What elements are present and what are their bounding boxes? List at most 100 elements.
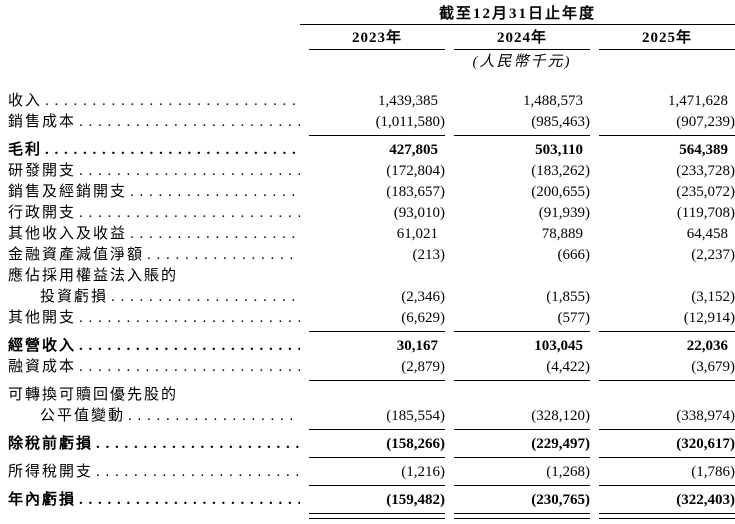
cell-value: (1,786) <box>599 462 735 486</box>
cell-value: 1,471,628 <box>668 93 728 109</box>
cell-value: 61,021 <box>396 226 438 242</box>
row-label-cell: 經營收入 <box>0 336 300 357</box>
table-header-period-row: 截至12月31日止年度 <box>0 4 735 25</box>
value-cell: 61,021 <box>300 224 445 245</box>
table-row: 收入 1,439,385 1,488,573 1,471,628 <box>0 91 735 112</box>
value-cell: (1,786) <box>590 462 735 486</box>
double-rule-line <box>599 516 735 519</box>
table-row: 其他開支 (6,629) (577) (12,914) <box>0 308 735 332</box>
cell-value: 22,036 <box>686 338 728 354</box>
value-cell: 1,488,573 <box>445 91 590 112</box>
cell-value: (158,266) <box>309 434 445 458</box>
row-label-cell: 其他開支 <box>0 308 300 332</box>
row-label-cell: 收入 <box>0 91 300 112</box>
table-row: 應佔採用權益法入賬的 <box>0 266 735 287</box>
row-label-cell: 行政開支 <box>0 203 300 224</box>
value-cell: (213) <box>300 245 446 266</box>
cell-value: (907,239) <box>599 112 735 136</box>
value-cell <box>590 266 735 287</box>
row-label: 其他開支 <box>8 310 77 326</box>
value-cell: (91,939) <box>445 203 590 224</box>
table-row: 銷售及經銷開支 (183,657) (200,655) (235,072) <box>0 182 735 203</box>
row-label-cell: 銷售及經銷開支 <box>0 182 300 203</box>
cell-value: (577) <box>454 308 590 332</box>
table-row: 毛利 427,805 503,110 564,389 <box>0 140 735 161</box>
cell-value: (666) <box>557 247 591 263</box>
value-cell: (93,010) <box>300 203 445 224</box>
cell-value: (93,010) <box>393 205 445 221</box>
dot-leader <box>128 406 300 427</box>
value-cell: (2,346) <box>300 287 445 308</box>
dot-leader <box>79 203 300 224</box>
row-label: 其他收入及收益 <box>8 226 128 242</box>
value-cell: 503,110 <box>445 140 590 161</box>
dot-leader <box>130 182 300 203</box>
row-label: 公平值變動 <box>40 408 126 424</box>
value-cell <box>590 385 735 406</box>
value-cell: (230,765) <box>445 490 590 514</box>
table-row: 銷售成本 (1,011,580) (985,463) (907,239) <box>0 112 735 136</box>
cell-value: (12,914) <box>599 308 735 332</box>
cell-value: 1,488,573 <box>523 93 583 109</box>
cell-value: (1,011,580) <box>309 112 445 136</box>
dot-leader <box>79 336 300 357</box>
cell-value: 503,110 <box>535 142 583 158</box>
row-label-cell: 投資虧損 <box>0 287 300 308</box>
value-cell: (233,728) <box>590 161 735 182</box>
column-header-2025: 2025年 <box>599 29 735 50</box>
row-label: 行政開支 <box>8 205 77 221</box>
row-label-cell: 銷售成本 <box>0 112 300 136</box>
row-label: 可轉換可贖回優先股的 <box>8 387 179 403</box>
value-cell: (158,266) <box>300 434 445 458</box>
value-cell: (577) <box>445 308 590 332</box>
cell-value: (320,617) <box>599 434 735 458</box>
cell-value: (322,403) <box>599 490 735 514</box>
value-cell <box>300 266 445 287</box>
value-cell: (172,804) <box>300 161 445 182</box>
value-cell: (183,657) <box>300 182 445 203</box>
table-body: 收入 1,439,385 1,488,573 1,471,628 銷售成本 (1,011,… <box>0 91 735 519</box>
row-label-cell: 所得稅開支 <box>0 462 300 486</box>
cell-value: (233,728) <box>676 163 735 179</box>
value-cell: (985,463) <box>445 112 590 136</box>
value-cell: (4,422) <box>445 357 590 381</box>
cell-value: (4,422) <box>454 357 590 381</box>
table-header-years-row: 2023年 2024年 2025年 <box>0 29 735 50</box>
value-cell <box>445 385 590 406</box>
column-header-2023: 2023年 <box>309 29 445 50</box>
cell-value: (213) <box>412 247 446 263</box>
value-cell: (2,237) <box>590 245 735 266</box>
row-label: 年內虧損 <box>8 492 77 508</box>
value-cell: (322,403) <box>590 490 735 514</box>
value-cell: (235,072) <box>590 182 735 203</box>
cell-value: (2,346) <box>401 289 445 305</box>
row-label: 除稅前虧損 <box>8 436 94 452</box>
header-spacer <box>0 4 300 25</box>
value-cell: 427,805 <box>300 140 445 161</box>
column-header-2024: 2024年 <box>454 29 590 50</box>
cell-value: (200,655) <box>531 184 590 200</box>
cell-value: (183,262) <box>531 163 590 179</box>
value-cell: 64,458 <box>590 224 735 245</box>
row-label: 銷售成本 <box>8 114 77 130</box>
table-row: 經營收入 30,167 103,045 22,036 <box>0 336 735 357</box>
value-cell: (907,239) <box>590 112 735 136</box>
dot-leader <box>45 91 300 112</box>
value-cell: (1,216) <box>300 462 445 486</box>
value-cell <box>300 385 445 406</box>
row-label: 經營收入 <box>8 338 77 354</box>
row-label-cell: 公平值變動 <box>0 406 300 430</box>
row-label-cell: 應佔採用權益法入賬的 <box>0 266 300 287</box>
cell-value: 1,439,385 <box>378 93 438 109</box>
cell-value: (3,152) <box>691 289 735 305</box>
cell-value: (1,216) <box>309 462 445 486</box>
table-row: 除稅前虧損 (158,266) (229,497) (320,617) <box>0 434 735 458</box>
value-cell: (338,974) <box>590 406 735 430</box>
row-label: 融資成本 <box>8 359 77 375</box>
row-label-cell: 其他收入及收益 <box>0 224 300 245</box>
table-row: 年內虧損 (159,482) (230,765) (322,403) <box>0 490 735 514</box>
value-cell: (320,617) <box>590 434 735 458</box>
row-label-cell: 除稅前虧損 <box>0 434 300 458</box>
value-cell: (3,679) <box>590 357 735 381</box>
